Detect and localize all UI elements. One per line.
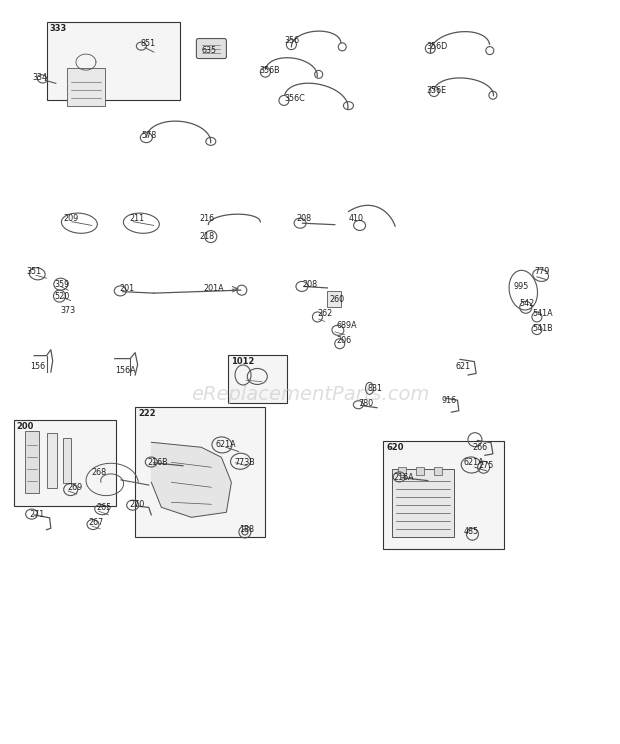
Text: 156A: 156A [115,366,135,375]
Bar [383,441,504,549]
Text: 356D: 356D [427,42,448,51]
Text: 621A: 621A [216,440,236,449]
Polygon shape [151,442,231,517]
Text: 271: 271 [30,510,45,519]
Text: 216: 216 [200,214,215,223]
Bar [398,467,406,475]
Text: 188: 188 [239,525,254,534]
Text: 200: 200 [17,423,34,432]
Text: 216A: 216A [394,473,414,482]
Text: 265: 265 [96,503,112,512]
Text: 208: 208 [296,214,311,223]
Text: 260: 260 [330,295,345,304]
Text: 216B: 216B [148,458,168,467]
Text: 206: 206 [336,336,351,345]
Text: 359: 359 [55,280,70,289]
Text: 269: 269 [67,483,82,492]
Text: 621A: 621A [464,458,484,467]
Text: 542: 542 [520,299,535,308]
Text: 851: 851 [140,39,155,48]
Text: 773B: 773B [234,458,255,467]
Text: 780: 780 [358,399,373,408]
Text: 916: 916 [441,396,456,405]
Text: 520: 520 [55,292,70,301]
Bar [434,467,442,475]
Bar [135,407,265,537]
Text: 356: 356 [284,36,299,45]
Text: 1012: 1012 [231,357,255,366]
Text: 356B: 356B [259,66,280,75]
Text: 578: 578 [141,131,157,140]
Text: 995: 995 [513,282,529,291]
Text: 266: 266 [472,443,487,452]
Bar [63,437,71,483]
Bar [46,22,180,100]
Text: 621: 621 [456,362,471,371]
FancyBboxPatch shape [197,39,226,59]
Text: eReplacementParts.com: eReplacementParts.com [191,385,429,404]
Text: 485: 485 [464,527,479,536]
Text: 208: 208 [303,280,317,289]
Text: 541B: 541B [532,324,552,333]
Text: 373: 373 [61,307,76,315]
Text: 356C: 356C [284,94,304,103]
Bar [14,420,116,506]
Text: 275: 275 [479,461,494,469]
Text: 262: 262 [317,310,333,318]
Text: 267: 267 [88,518,104,527]
Bar [392,469,454,537]
Text: 218: 218 [200,232,215,241]
Text: 268: 268 [92,468,107,477]
Text: 689A: 689A [336,321,356,330]
Text: 334: 334 [32,73,47,82]
Text: 410: 410 [348,214,363,223]
Bar [25,431,39,493]
Text: 541A: 541A [532,310,552,318]
Text: 201A: 201A [203,284,224,293]
Text: 351: 351 [26,267,41,276]
Bar [46,432,57,487]
Text: 779: 779 [534,267,550,276]
Text: 156: 156 [30,362,45,371]
Bar [67,68,105,106]
Text: 831: 831 [367,384,382,393]
Text: 211: 211 [129,214,144,223]
Bar [228,355,287,403]
Text: 270: 270 [129,500,144,509]
Text: 222: 222 [138,409,156,418]
Text: 333: 333 [50,25,67,33]
Text: 635: 635 [202,46,216,55]
Text: 201: 201 [119,284,134,293]
Bar [327,290,342,307]
Bar [416,467,424,475]
Text: 620: 620 [386,443,404,452]
Text: 209: 209 [63,214,79,223]
Text: 356E: 356E [427,86,446,95]
